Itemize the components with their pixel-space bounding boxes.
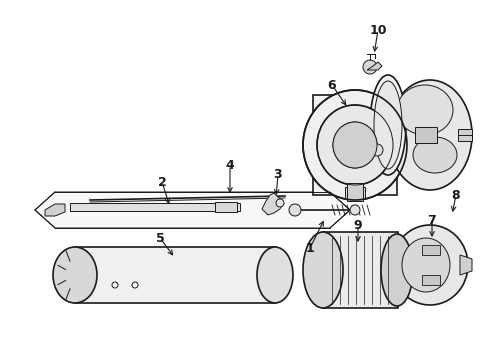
Ellipse shape [53, 247, 97, 303]
Circle shape [363, 60, 377, 74]
Circle shape [289, 204, 301, 216]
Bar [415, 127, 437, 143]
Bar [458, 129, 472, 141]
Bar [75, 247, 275, 303]
Text: 5: 5 [156, 231, 164, 244]
Bar [347, 183, 363, 201]
Ellipse shape [303, 90, 407, 200]
Ellipse shape [333, 122, 377, 168]
Ellipse shape [388, 80, 472, 190]
Polygon shape [70, 203, 240, 211]
Text: 1: 1 [306, 242, 315, 255]
Ellipse shape [303, 232, 343, 308]
Polygon shape [367, 62, 382, 70]
Polygon shape [262, 193, 282, 215]
Text: 9: 9 [354, 219, 362, 231]
Ellipse shape [413, 137, 457, 173]
Polygon shape [35, 192, 350, 228]
Ellipse shape [381, 234, 413, 306]
Bar [345, 187, 365, 199]
Ellipse shape [317, 105, 393, 185]
Bar [422, 245, 440, 255]
Polygon shape [460, 255, 472, 275]
Circle shape [276, 199, 284, 207]
Text: 10: 10 [369, 23, 387, 36]
Bar [323, 232, 398, 308]
Ellipse shape [374, 81, 402, 169]
Ellipse shape [333, 122, 377, 168]
Text: 4: 4 [225, 158, 234, 171]
Circle shape [371, 144, 383, 156]
Ellipse shape [370, 75, 406, 175]
Polygon shape [45, 204, 65, 216]
Text: 2: 2 [158, 176, 167, 189]
Text: 6: 6 [328, 78, 336, 91]
Circle shape [132, 282, 138, 288]
Bar [422, 275, 440, 285]
Ellipse shape [402, 238, 450, 292]
Ellipse shape [392, 225, 468, 305]
Text: 3: 3 [274, 167, 282, 180]
Circle shape [341, 133, 361, 153]
Ellipse shape [257, 247, 293, 303]
Bar [313, 95, 397, 195]
Text: 7: 7 [428, 213, 437, 226]
Circle shape [350, 205, 360, 215]
Ellipse shape [397, 85, 453, 135]
Text: 8: 8 [452, 189, 460, 202]
Circle shape [112, 282, 118, 288]
Bar [215, 202, 237, 212]
